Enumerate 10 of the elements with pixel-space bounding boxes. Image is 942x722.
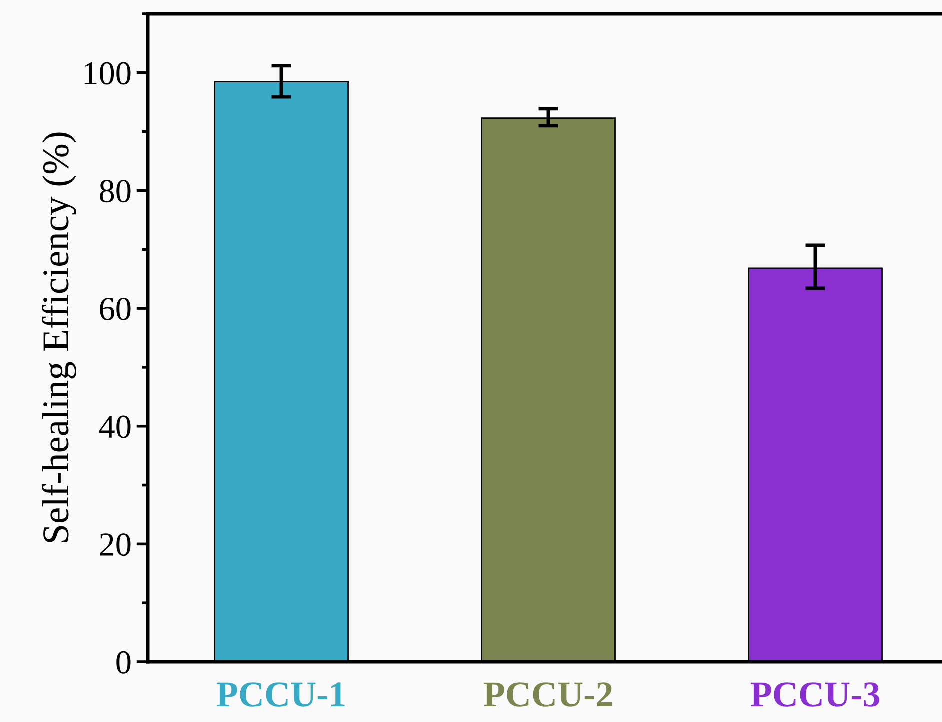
y-tick-label: 80 bbox=[100, 180, 131, 203]
y-axis-title: Self-healing Efficiency (%) bbox=[42, 132, 76, 542]
x-tick-label: PCCU-2 bbox=[484, 682, 612, 707]
y-tick-label: 60 bbox=[100, 298, 131, 320]
x-tick-label: PCCU-1 bbox=[216, 682, 345, 707]
y-tick-label: 0 bbox=[116, 651, 131, 674]
y-tick-label: 20 bbox=[100, 534, 131, 556]
x-tick-label: PCCU-3 bbox=[750, 682, 880, 707]
y-tick-label: 100 bbox=[84, 62, 131, 85]
y-tick-label: 40 bbox=[99, 416, 131, 438]
